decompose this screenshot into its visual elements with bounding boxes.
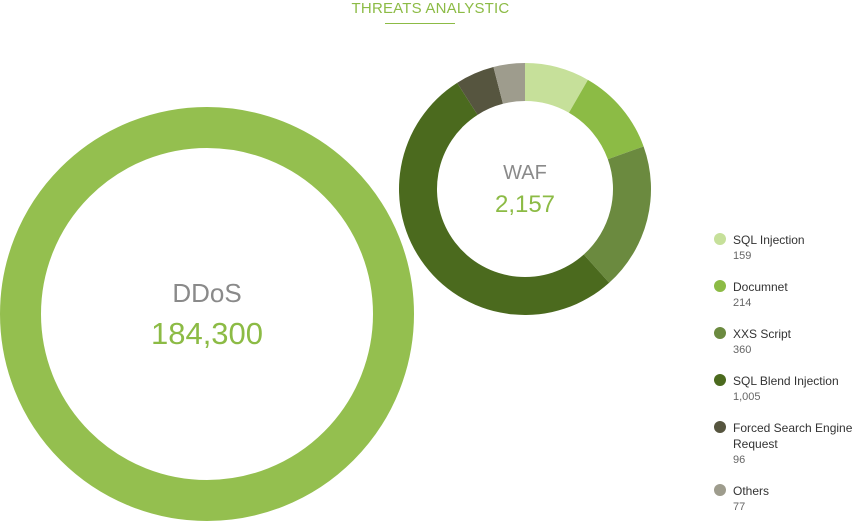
legend-label: Forced Search Engine Request [733, 421, 853, 451]
waf-title: WAF [503, 162, 547, 184]
legend-label: SQL Injection [733, 233, 805, 247]
legend-item-others[interactable]: Others 77 [714, 483, 861, 515]
legend-swatch [714, 421, 726, 433]
legend-swatch [714, 327, 726, 339]
legend-label: Documnet [733, 280, 788, 294]
legend-value: 1,005 [733, 391, 761, 403]
legend-value: 214 [733, 297, 752, 309]
slice-xxs-script[interactable] [583, 146, 651, 283]
slice-forced-search-engine-request[interactable] [457, 67, 503, 115]
legend-value: 159 [733, 250, 752, 262]
slice-ddos[interactable] [0, 107, 414, 521]
slice-documnet[interactable] [568, 79, 644, 160]
legend-item-sql-blend-injection[interactable]: SQL Blend Injection 1,005 [714, 373, 861, 405]
chart-title: THREATS ANALYSTIC [351, 0, 510, 17]
waf-donut [399, 63, 651, 315]
title-underline [385, 23, 455, 24]
ddos-total: 184,300 [151, 316, 263, 351]
legend-value: 96 [733, 454, 746, 466]
legend-label: Others [733, 484, 770, 498]
legend-value: 360 [733, 344, 752, 356]
legend-item-forced-search-engine-request[interactable]: Forced Search Engine Request 96 [714, 420, 861, 468]
slice-sql-injection[interactable] [525, 63, 588, 113]
legend-swatch [714, 484, 726, 496]
legend-swatch [714, 233, 726, 245]
legend-label: SQL Blend Injection [733, 374, 839, 388]
slice-others[interactable] [493, 63, 525, 104]
legend-item-documnet[interactable]: Documnet 214 [714, 279, 861, 311]
legend-value: 77 [733, 501, 746, 513]
legend-swatch [714, 280, 726, 292]
legend-label: XXS Script [733, 327, 792, 341]
waf-total: 2,157 [495, 191, 555, 218]
legend-item-xxs-script[interactable]: XXS Script 360 [714, 326, 861, 358]
slice-sql-blend-injection[interactable] [399, 82, 610, 315]
legend-swatch [714, 374, 726, 386]
ddos-donut [0, 107, 414, 521]
waf-legend: SQL Injection 159 Documnet 214 XXS Scrip… [714, 232, 861, 530]
ddos-title: DDoS [172, 278, 241, 308]
legend-item-sql-injection[interactable]: SQL Injection 159 [714, 232, 861, 264]
